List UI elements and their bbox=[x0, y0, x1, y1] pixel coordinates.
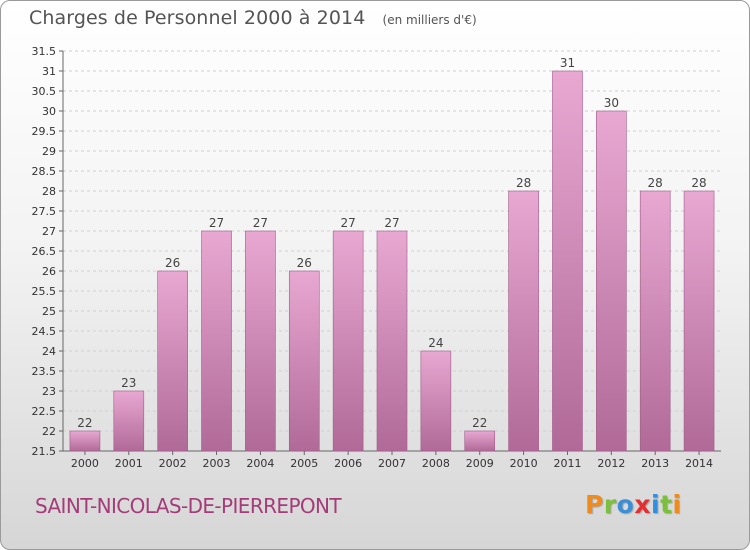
y-tick-label: 24 bbox=[42, 345, 56, 358]
bar-value-label: 24 bbox=[428, 336, 443, 350]
x-tick-label: 2000 bbox=[71, 457, 99, 470]
y-tick-label: 30 bbox=[42, 105, 56, 118]
bar-value-label: 26 bbox=[297, 256, 312, 270]
bar-value-label: 28 bbox=[691, 176, 706, 190]
bar-value-label: 22 bbox=[472, 416, 487, 430]
bar-2013 bbox=[639, 190, 671, 452]
bar-2010 bbox=[508, 190, 539, 452]
y-tick-label: 28.5 bbox=[32, 165, 57, 178]
bar-value-label: 27 bbox=[384, 216, 399, 230]
x-tick-label: 2012 bbox=[597, 457, 625, 470]
y-tick-label: 25 bbox=[42, 305, 56, 318]
x-tick-label: 2008 bbox=[422, 457, 450, 470]
y-tick-label: 21.5 bbox=[32, 445, 57, 458]
y-tick-label: 27.5 bbox=[32, 205, 57, 218]
bar-2011 bbox=[552, 70, 583, 452]
chart-title: Charges de Personnel 2000 à 2014 bbox=[29, 7, 366, 29]
y-tick-label: 23 bbox=[42, 385, 56, 398]
bar-2001 bbox=[113, 390, 145, 452]
logo-letter: r bbox=[603, 490, 617, 519]
bar-2003 bbox=[201, 230, 232, 452]
chart-subtitle: (en milliers d'€) bbox=[382, 13, 477, 27]
bar-value-label: 28 bbox=[516, 176, 531, 190]
logo-letter: x bbox=[634, 490, 651, 519]
bar-value-label: 22 bbox=[77, 416, 92, 430]
bar-2014 bbox=[683, 190, 715, 452]
logo-letter: t bbox=[660, 490, 673, 519]
y-tick-label: 22 bbox=[42, 425, 56, 438]
x-tick-label: 2006 bbox=[334, 457, 362, 470]
y-tick-label: 28 bbox=[42, 185, 56, 198]
bar-2006 bbox=[332, 230, 364, 452]
y-tick-label: 25.5 bbox=[32, 285, 57, 298]
bar-value-label: 31 bbox=[560, 56, 575, 70]
bar-2007 bbox=[376, 230, 408, 452]
x-tick-label: 2013 bbox=[641, 457, 669, 470]
x-tick-label: 2009 bbox=[466, 457, 494, 470]
x-tick-label: 2007 bbox=[378, 457, 406, 470]
x-tick-label: 2002 bbox=[159, 457, 187, 470]
proxiti-logo: Proxiti bbox=[585, 490, 682, 519]
y-tick-label: 31.5 bbox=[32, 45, 57, 58]
bar-value-label: 27 bbox=[340, 216, 355, 230]
x-tick-label: 2011 bbox=[553, 457, 581, 470]
y-tick-label: 26 bbox=[42, 265, 56, 278]
x-tick-label: 2010 bbox=[510, 457, 538, 470]
logo-letter: i bbox=[651, 490, 661, 519]
bar-value-label: 30 bbox=[604, 96, 619, 110]
bar-2004 bbox=[245, 230, 276, 452]
y-tick-label: 31 bbox=[42, 65, 56, 78]
y-tick-label: 26.5 bbox=[32, 245, 57, 258]
y-tick-label: 24.5 bbox=[32, 325, 57, 338]
place-name: SAINT-NICOLAS-DE-PIERREPONT bbox=[35, 494, 342, 518]
bar-2012 bbox=[596, 110, 627, 452]
x-tick-label: 2014 bbox=[685, 457, 713, 470]
bar-value-label: 23 bbox=[121, 376, 136, 390]
y-tick-label: 22.5 bbox=[32, 405, 57, 418]
y-tick-label: 27 bbox=[42, 225, 56, 238]
logo-letter: o bbox=[616, 490, 635, 519]
y-tick-label: 29 bbox=[42, 145, 56, 158]
y-tick-label: 23.5 bbox=[32, 365, 57, 378]
chart-header: Charges de Personnel 2000 à 2014 (en mil… bbox=[29, 7, 477, 29]
bar-value-label: 26 bbox=[165, 256, 180, 270]
bar-2002 bbox=[157, 270, 188, 452]
x-tick-label: 2001 bbox=[115, 457, 143, 470]
x-tick-label: 2004 bbox=[246, 457, 274, 470]
bar-2008 bbox=[420, 350, 452, 452]
bar-value-label: 28 bbox=[648, 176, 663, 190]
y-tick-label: 29.5 bbox=[32, 125, 57, 138]
bar-2000 bbox=[69, 430, 101, 452]
logo-letter: i bbox=[672, 490, 682, 519]
logo-letter: P bbox=[585, 490, 604, 519]
y-tick-label: 30.5 bbox=[32, 85, 57, 98]
x-tick-label: 2003 bbox=[203, 457, 231, 470]
bar-value-label: 27 bbox=[253, 216, 268, 230]
bar-2009 bbox=[464, 430, 496, 452]
bar-value-label: 27 bbox=[209, 216, 224, 230]
bar-2005 bbox=[288, 270, 320, 452]
x-tick-label: 2005 bbox=[290, 457, 318, 470]
